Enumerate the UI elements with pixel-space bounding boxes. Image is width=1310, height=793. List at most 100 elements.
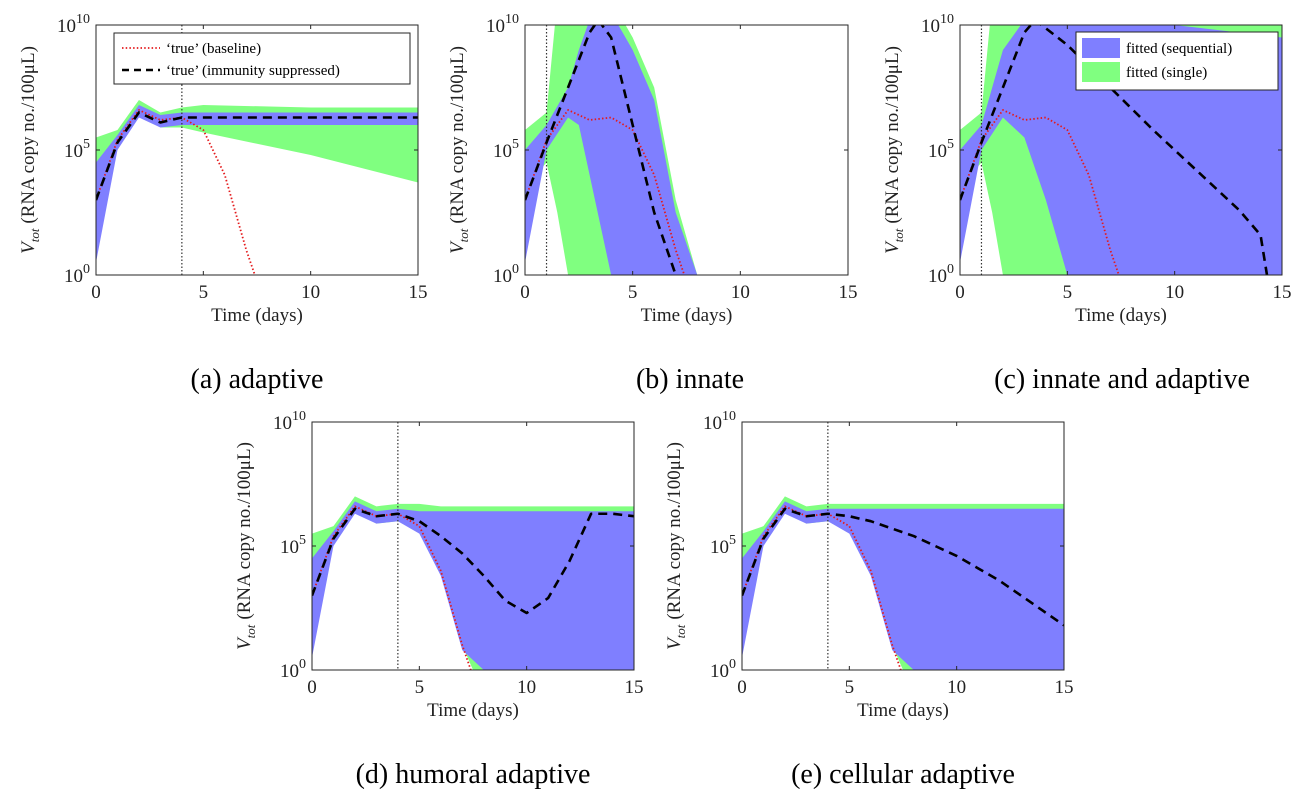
panel-a-ytick-base-0: 10 xyxy=(64,266,83,287)
panel-a-band-sequential xyxy=(96,105,418,263)
panel-d-ytick-exp-0: 0 xyxy=(299,657,306,672)
panel-b-ytick-base-10: 10 xyxy=(486,16,505,37)
panel-e-ytick-base-5: 10 xyxy=(710,537,729,558)
panel-e-xtick-label-0: 0 xyxy=(737,677,747,698)
panel-b-ylabel-main: V xyxy=(447,240,468,254)
panel-b-xtick-label-0: 0 xyxy=(520,282,530,303)
panel-d-ytick-exp-10: 10 xyxy=(292,409,306,424)
panel-d-ylabel: Vtot (RNA copy no./100μL) xyxy=(234,442,258,650)
panel-c-ytick-base-5: 10 xyxy=(928,141,947,162)
panel-a-legend-label-1: ‘true’ (immunity suppressed) xyxy=(166,63,340,79)
panel-d-ytick-base-10: 10 xyxy=(273,413,292,434)
panel-c-xtick-label-5: 5 xyxy=(1063,282,1073,303)
panel-a-series-suppressed xyxy=(96,111,418,201)
panel-b-ytick-base-0: 10 xyxy=(493,266,512,287)
panel-e-ylabel-sub: tot xyxy=(673,624,688,638)
panel-e-xtick-label-10: 10 xyxy=(947,677,966,698)
panel-c-series-suppressed xyxy=(960,25,1269,275)
panel-b-xtick-label-5: 5 xyxy=(628,282,638,303)
panel-b-ylabel-sub: tot xyxy=(456,228,471,242)
panel-d-ylabel-rest: (RNA copy no./100μL) xyxy=(234,442,255,619)
panel-d-ytick-base-0: 10 xyxy=(280,661,299,682)
panel-d-ytick-base-5: 10 xyxy=(280,537,299,558)
panel-e-ylabel-main: V xyxy=(664,636,685,650)
panel-a-ytick-exp-5: 5 xyxy=(83,137,90,152)
panel-a-ytick-base-5: 10 xyxy=(64,141,83,162)
panel-b-xtick-label-15: 15 xyxy=(839,282,858,303)
panel-d-ytick-label-10: 1010 xyxy=(273,409,306,434)
panel-e-band-sequential xyxy=(742,501,1064,670)
panel-c-legend-label-0: fitted (sequential) xyxy=(1126,41,1232,57)
panel-b-ytick-label-10: 1010 xyxy=(486,12,519,37)
panel-c-ytick-label-10: 1010 xyxy=(921,12,954,37)
panel-d-ytick-exp-5: 5 xyxy=(299,533,306,548)
panel-a-ytick-base-10: 10 xyxy=(57,16,76,37)
panel-d-plot-area xyxy=(312,422,634,670)
panel-a-xtick-label-10: 10 xyxy=(301,282,320,303)
panel-b-ylabel-rest: (RNA copy no./100μL) xyxy=(447,46,468,223)
panel-a-ylabel: Vtot (RNA copy no./100μL) xyxy=(18,46,42,254)
panel-d-xlabel: Time (days) xyxy=(427,700,519,721)
panel-c-legend: fitted (sequential) fitted (single) xyxy=(1075,31,1279,91)
panel-e-ytick-label-0: 100 xyxy=(710,657,736,682)
panel-c-xlabel: Time (days) xyxy=(1075,305,1167,326)
panel-b-ytick-base-5: 10 xyxy=(493,141,512,162)
panel-d-ylabel-main: V xyxy=(234,636,255,650)
panel-d-caption: (d) humoral adaptive xyxy=(356,759,591,790)
panel-a-xtick-label-15: 15 xyxy=(409,282,428,303)
panel-c-ytick-label-0: 100 xyxy=(928,262,954,287)
panel-c-xtick-label-10: 10 xyxy=(1165,282,1184,303)
panel-c-ylabel-sub: tot xyxy=(891,228,906,242)
panel-b-xtick-label-10: 10 xyxy=(731,282,750,303)
panel-c-legend-swatch-0 xyxy=(1082,38,1120,58)
panel-a-ylabel-main: V xyxy=(18,240,39,254)
panel-b-ytick-label-0: 100 xyxy=(493,262,519,287)
panel-d-ytick-label-5: 105 xyxy=(280,533,306,558)
panel-b-plot-area xyxy=(525,25,698,275)
panel-c-ytick-exp-5: 5 xyxy=(947,137,954,152)
panel-e-ytick-base-10: 10 xyxy=(703,413,722,434)
panel-c-ylabel-rest: (RNA copy no./100μL) xyxy=(882,46,903,223)
panel-d-band-sequential xyxy=(312,501,634,670)
panel-a-ylabel-sub: tot xyxy=(27,228,42,242)
panel-e-caption: (e) cellular adaptive xyxy=(791,759,1015,790)
panel-e-ylabel-rest: (RNA copy no./100μL) xyxy=(664,442,685,619)
panel-c-xtick-label-15: 15 xyxy=(1273,282,1292,303)
panel-d-xtick-label-15: 15 xyxy=(625,677,644,698)
panel-c-ylabel-main: V xyxy=(882,240,903,254)
panel-a-xtick-label-0: 0 xyxy=(91,282,101,303)
panel-e-plot-area xyxy=(742,422,1064,670)
panel-c-ylabel: Vtot (RNA copy no./100μL) xyxy=(882,46,906,254)
panel-a-ytick-label-0: 100 xyxy=(64,262,90,287)
panel-c-legend-label-1: fitted (single) xyxy=(1126,65,1207,81)
panel-d-series-suppressed xyxy=(312,507,634,615)
panel-b-caption: (b) innate xyxy=(636,364,744,395)
panel-a-ytick-label-5: 105 xyxy=(64,137,90,162)
panel-c-xtick-label-0: 0 xyxy=(955,282,965,303)
panel-e-ytick-exp-10: 10 xyxy=(722,409,736,424)
panel-c-ytick-base-0: 10 xyxy=(928,266,947,287)
panel-b-ylabel: Vtot (RNA copy no./100μL) xyxy=(447,46,471,254)
panel-a-legend: ‘true’ (baseline) ‘true’ (immunity suppre… xyxy=(113,32,411,85)
panel-d-xtick-label-10: 10 xyxy=(517,677,536,698)
panel-c-legend-swatch-1 xyxy=(1082,62,1120,82)
panel-e-ytick-exp-0: 0 xyxy=(729,657,736,672)
panel-e-ytick-exp-5: 5 xyxy=(729,533,736,548)
panel-e-series-suppressed xyxy=(742,507,1064,627)
panel-e-ytick-label-5: 105 xyxy=(710,533,736,558)
panel-e-xtick-label-5: 5 xyxy=(845,677,855,698)
panel-d-xtick-label-0: 0 xyxy=(307,677,317,698)
panel-d-ylabel-sub: tot xyxy=(243,624,258,638)
panel-b-xlabel: Time (days) xyxy=(641,305,733,326)
panel-d-ytick-label-0: 100 xyxy=(280,657,306,682)
panel-a-caption: (a) adaptive xyxy=(191,364,324,395)
panel-a-legend-box xyxy=(113,32,411,85)
panel-e-ylabel: Vtot (RNA copy no./100μL) xyxy=(664,442,688,650)
panel-c-ytick-exp-10: 10 xyxy=(940,12,954,27)
panel-a-xlabel: Time (days) xyxy=(211,305,303,326)
panel-b-series-suppressed xyxy=(525,25,677,275)
